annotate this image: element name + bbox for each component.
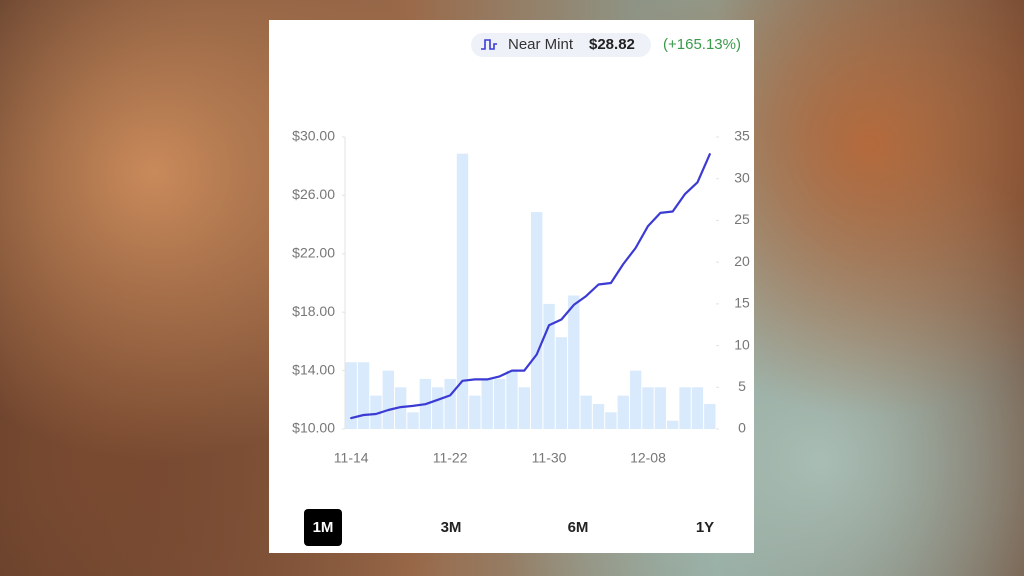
volume-bar <box>506 370 518 429</box>
change: (+165.13%) <box>663 36 741 53</box>
y2-tick-label: 15 <box>734 295 750 311</box>
y-tick-label: $10.00 <box>292 420 335 436</box>
volume-bar <box>629 370 642 429</box>
x-tick-label: 11-30 <box>532 450 567 466</box>
volume-bar <box>357 362 370 429</box>
volume-bar <box>580 395 592 429</box>
volume-bar <box>568 295 580 429</box>
volume-bar <box>617 395 629 429</box>
legend-icon <box>481 39 497 50</box>
legend-pill <box>471 33 651 57</box>
volume-bar <box>382 370 394 429</box>
tab[interactable]: 1M <box>313 519 334 536</box>
y2-tick-label: 30 <box>734 169 750 185</box>
volume-bar <box>642 387 654 429</box>
volume-bar <box>456 153 469 429</box>
volume-bar <box>518 387 530 429</box>
volume-bar <box>493 378 506 429</box>
legend-label: Near Mint <box>508 36 574 53</box>
y-tick-label: $14.00 <box>292 361 335 377</box>
x-tick-label: 11-22 <box>433 450 468 466</box>
y2-tick-label: 20 <box>734 253 750 269</box>
volume-bar <box>667 420 679 429</box>
volume-bar <box>432 387 444 429</box>
volume-bar <box>704 403 716 429</box>
volume-bar <box>691 387 704 429</box>
volume-bar <box>555 337 568 429</box>
volume-bar <box>654 387 667 429</box>
x-tick-label: 12-08 <box>630 450 666 466</box>
y2-tick-label: 25 <box>734 211 750 227</box>
y-tick-label: $30.00 <box>292 128 335 144</box>
tab[interactable]: 6M <box>568 519 589 536</box>
y-tick-label: $18.00 <box>292 303 335 319</box>
volume-bar <box>444 378 456 429</box>
volume-bar <box>543 303 555 429</box>
y2-tick-label: 10 <box>734 336 750 352</box>
y-tick-label: $26.00 <box>292 186 335 202</box>
y2-tick-label: 5 <box>738 378 746 394</box>
volume-bar <box>679 387 691 429</box>
y2-tick-label: 35 <box>734 128 750 144</box>
panel <box>269 20 754 553</box>
volume-bar <box>592 403 605 429</box>
volume-bar <box>605 412 617 429</box>
volume-bar <box>345 362 357 429</box>
tab[interactable]: 1Y <box>696 519 714 536</box>
volume-bar <box>469 395 481 429</box>
tab[interactable]: 3M <box>441 519 462 536</box>
y-tick-label: $22.00 <box>292 245 335 261</box>
volume-bar <box>531 212 543 429</box>
volume-bar <box>407 412 419 429</box>
volume-bar <box>370 395 382 429</box>
y2-tick-label: 0 <box>738 420 746 436</box>
volume-bar <box>481 378 493 429</box>
price: $28.82 <box>589 36 635 53</box>
tab-selected-bg <box>304 509 342 546</box>
price-line <box>350 153 711 420</box>
x-tick-label: 11-14 <box>334 450 369 466</box>
